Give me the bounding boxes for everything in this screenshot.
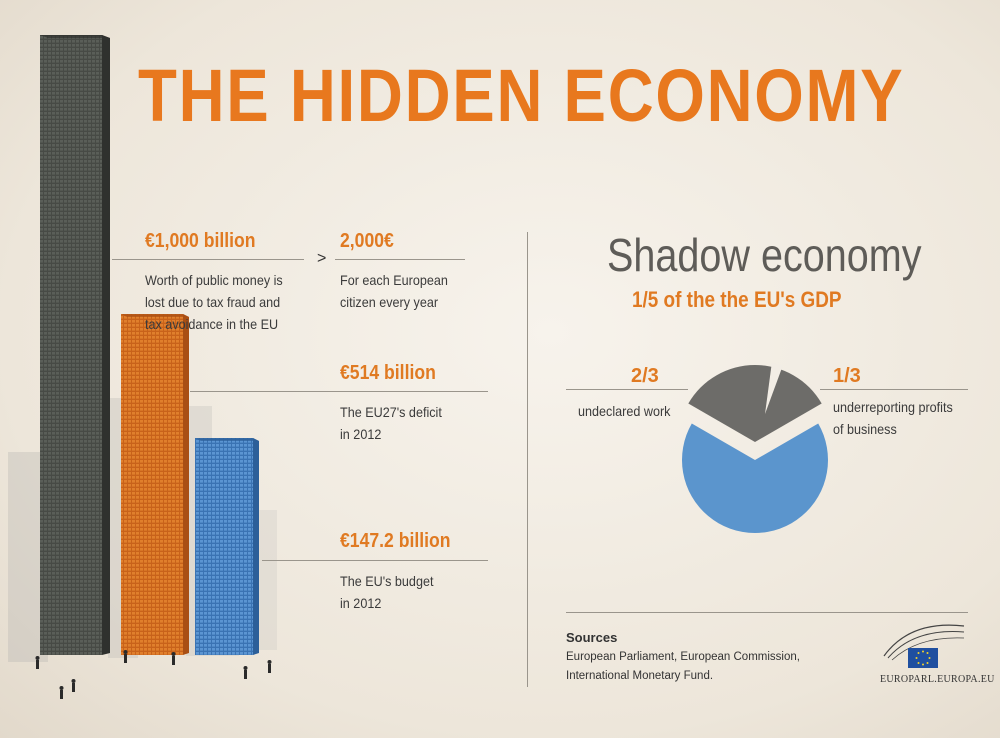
people-figures	[35, 650, 272, 699]
per-citizen-desc: For each European citizen every year	[340, 272, 448, 310]
page-title: THE HIDDEN ECONOMY	[138, 54, 905, 137]
sources-heading: Sources	[566, 630, 618, 645]
underreporting-label: underreporting profits of business	[833, 399, 953, 437]
tower-514-billion	[121, 314, 189, 655]
public-money-desc: Worth of public money is lost due to tax…	[145, 272, 283, 332]
shadow-economy-pie	[682, 362, 828, 533]
undeclared-work-fraction: 2/3	[631, 365, 659, 387]
per-citizen-rule	[335, 259, 465, 260]
gdp-share: 1/5 of the the EU's GDP	[632, 287, 842, 312]
tower-147-billion	[195, 438, 259, 655]
sources-text: European Parliament, European Commission…	[566, 651, 800, 682]
budget-amount: €147.2 billion	[340, 530, 451, 552]
shadow-economy-title: Shadow economy	[607, 229, 922, 281]
section-divider	[527, 232, 528, 687]
european-parliament-logo	[883, 624, 965, 668]
public-money-rule	[112, 259, 304, 260]
budget-rule	[262, 560, 488, 561]
per-citizen-amount: 2,000€	[340, 230, 394, 252]
undeclared-work-rule	[566, 389, 688, 390]
underreporting-rule	[820, 389, 968, 390]
undeclared-work-label: undeclared work	[578, 403, 671, 419]
pie-slice-undeclared-work	[682, 423, 828, 533]
deficit-desc: The EU27's deficit in 2012	[340, 404, 442, 442]
underreporting-fraction: 1/3	[833, 365, 861, 387]
europarl-url: EUROPARL.EUROPA.EU	[880, 674, 995, 685]
deficit-rule	[190, 391, 488, 392]
public-money-amount: €1,000 billion	[145, 230, 256, 252]
pie-notch	[765, 362, 783, 414]
towers-illustration	[8, 35, 277, 699]
deficit-amount: €514 billion	[340, 362, 436, 384]
pie-slice-underreporting	[688, 365, 822, 442]
budget-desc: The EU's budget in 2012	[340, 573, 434, 611]
sources-rule	[566, 612, 968, 613]
tower-1000-billion	[40, 35, 110, 655]
greater-than-sign: >	[317, 250, 327, 267]
